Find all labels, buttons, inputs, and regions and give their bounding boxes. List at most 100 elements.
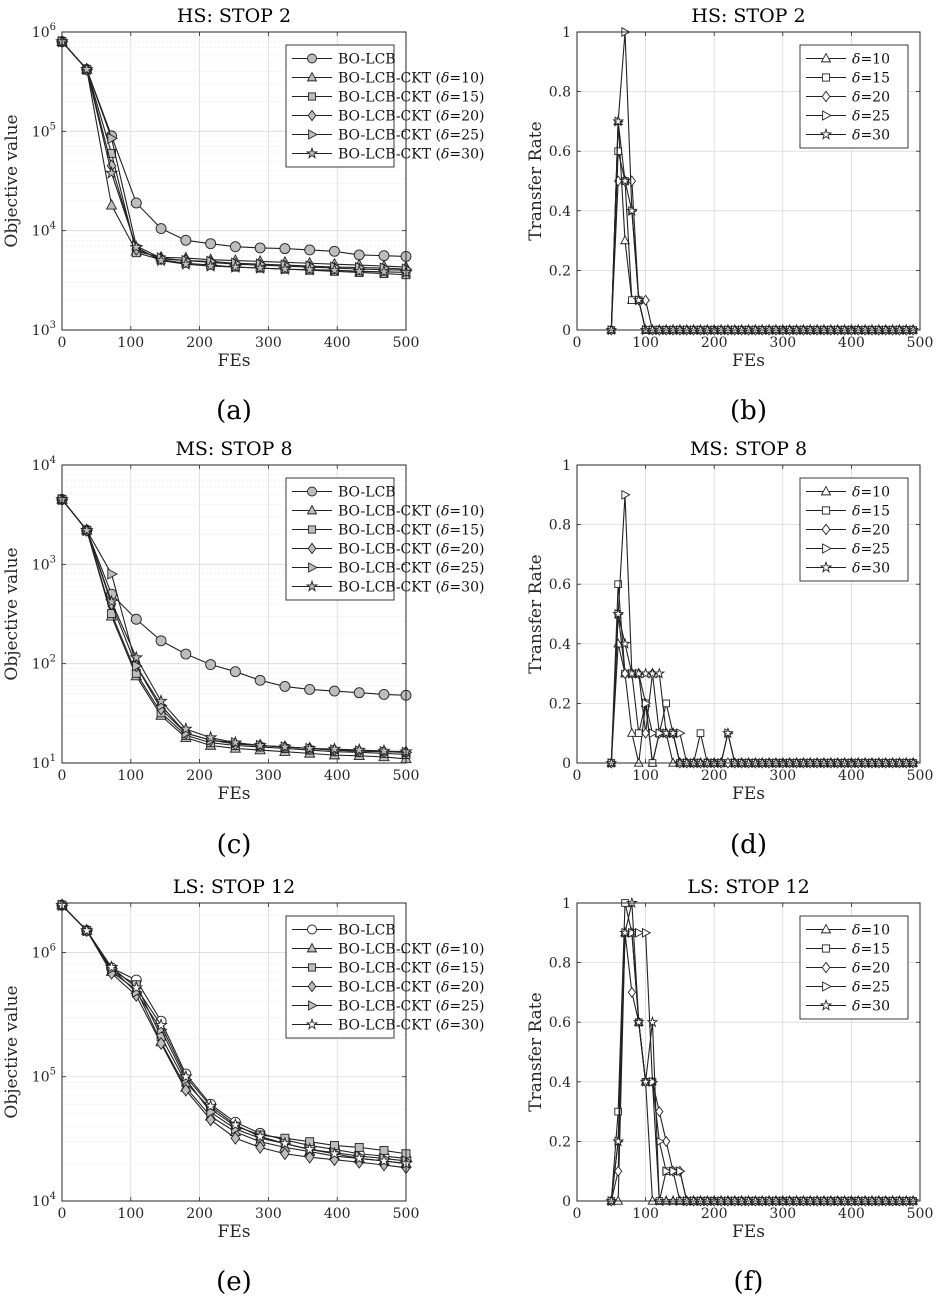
data-point: [229, 666, 241, 678]
data-point: [304, 244, 316, 256]
data-point: [278, 739, 292, 753]
legend-marker: [821, 944, 831, 953]
legend-label: δ=15: [852, 942, 890, 958]
legend-marker: [822, 543, 832, 554]
data-point: [129, 240, 144, 254]
y-axis-label: Objective value: [2, 985, 22, 1118]
data-point: [667, 726, 679, 739]
ticks: 0 100 200 300 400 500 101 102 103 104: [32, 455, 420, 784]
chart-e: 0 100 200 300 400 500 104 105 106 LS: STOP 12 FEs O…: [2, 876, 484, 1297]
legend-marker: [820, 485, 832, 496]
legend-marker: [307, 980, 317, 993]
series-group: [55, 34, 413, 280]
y-tick-label: 103: [32, 320, 56, 339]
legend: δ=10 δ=15 δ=20 δ=25 δ=30: [799, 915, 909, 1020]
legend-label: δ=10: [852, 923, 890, 939]
x-tick-label: 300: [769, 335, 796, 351]
y-tick-label: 106: [32, 942, 56, 961]
data-point: [676, 1166, 686, 1177]
x-tick-label: 500: [907, 335, 934, 351]
y-tick-label: 0.8: [549, 956, 571, 972]
legend-label: BO-LCB-CKT (δ=20): [338, 980, 484, 996]
y-tick-label: 105: [32, 121, 56, 140]
legend-marker: [308, 1000, 318, 1011]
legend-item: BO-LCB-CKT (δ=15): [292, 523, 484, 539]
legend-marker: [308, 562, 318, 573]
legend-marker: [820, 52, 832, 63]
legend-item: BO-LCB-CKT (δ=10): [292, 942, 484, 958]
legend-item: BO-LCB: [292, 923, 396, 939]
chart-b: 0 100 200 300 400 500 0 0.2 0.4 0.6 0.8 1 HS: STOP 2…: [526, 5, 933, 426]
chart-title: MS: STOP 8: [690, 438, 807, 460]
legend-label: BO-LCB-CKT (δ=15): [338, 523, 484, 539]
chart-f: 0 100 200 300 400 500 0 0.2 0.4 0.6 0.8 1 LS: STOP 1…: [526, 876, 933, 1297]
data-point: [676, 728, 686, 739]
x-tick-label: 200: [701, 335, 728, 351]
legend-marker: [307, 542, 317, 555]
x-tick-label: 0: [58, 1206, 67, 1222]
subfigure-caption: (b): [730, 396, 767, 426]
data-point: [302, 1142, 317, 1156]
legend-item: BO-LCB-CKT (δ=15): [292, 961, 484, 977]
data-point: [278, 261, 292, 275]
x-tick-label: 0: [573, 768, 582, 784]
y-tick-label: 0.8: [549, 518, 571, 534]
data-point: [662, 1166, 672, 1177]
data-point: [614, 580, 622, 589]
y-tick-label: 103: [32, 554, 56, 573]
data-point: [154, 1017, 168, 1031]
axes-frame: [576, 902, 921, 1202]
x-axis-label: FEs: [218, 784, 251, 804]
legend-marker: [821, 506, 831, 515]
legend-label: BO-LCB-CKT (δ=30): [338, 580, 484, 596]
data-point: [203, 730, 218, 744]
y-tick-label: 0: [562, 323, 571, 339]
x-axis-label: FEs: [732, 784, 765, 804]
legend-marker: [306, 504, 318, 515]
ticks: 0 100 200 300 400 500 0 0.2 0.4 0.6 0.8 1: [549, 896, 934, 1222]
legend-label: BO-LCB-CKT (δ=25): [338, 561, 484, 577]
data-point: [619, 174, 631, 187]
y-tick-label: 104: [32, 455, 56, 474]
y-axis-label: Objective value: [2, 547, 22, 680]
y-tick-label: 101: [32, 753, 56, 772]
y-tick-label: 104: [32, 1191, 56, 1210]
legend-label: BO-LCB-CKT (δ=15): [338, 961, 484, 977]
data-point: [230, 1131, 241, 1145]
legend-marker: [819, 127, 833, 140]
axes-frame: [61, 902, 407, 1202]
legend-label: BO-LCB: [338, 485, 396, 501]
x-axis-label: FEs: [732, 351, 765, 371]
data-point: [302, 741, 317, 755]
data-point: [612, 1135, 625, 1147]
chart-title: HS: STOP 2: [177, 5, 291, 27]
data-point: [378, 250, 390, 262]
data-point: [156, 1037, 166, 1051]
data-point: [377, 1153, 391, 1167]
data-point: [154, 693, 168, 707]
legend-item: δ=25: [806, 542, 890, 558]
legend: BO-LCB BO-LCB-CKT (δ=10) BO-LCB-CKT (δ=15)…: [285, 477, 484, 601]
legend: BO-LCB BO-LCB-CKT (δ=10) BO-LCB-CKT (δ=15)…: [285, 44, 484, 168]
y-tick-label: 1: [562, 458, 571, 474]
data-point: [130, 197, 142, 209]
legend-marker: [305, 579, 319, 592]
legend-label: BO-LCB-CKT (δ=15): [338, 90, 484, 106]
data-point: [203, 258, 218, 272]
y-axis-label: Transfer Rate: [526, 554, 546, 673]
x-tick-label: 100: [632, 768, 659, 784]
legend-item: BO-LCB-CKT (δ=25): [292, 561, 484, 577]
data-point: [619, 926, 631, 938]
legend-item: BO-LCB-CKT (δ=25): [292, 128, 484, 144]
data-point: [154, 253, 168, 267]
data-point: [352, 1151, 367, 1165]
legend-label: δ=10: [852, 52, 890, 68]
legend-marker: [306, 942, 318, 953]
legend-label: BO-LCB-CKT (δ=10): [338, 71, 484, 87]
data-point: [655, 728, 665, 739]
y-tick-label: 1: [562, 25, 571, 41]
chart-d: 0 100 200 300 400 500 0 0.2 0.4 0.6 0.8 1 MS: STOP 8…: [526, 438, 933, 860]
subfigure-caption: (d): [730, 830, 767, 860]
data-point: [620, 235, 630, 245]
legend-marker: [822, 110, 832, 121]
